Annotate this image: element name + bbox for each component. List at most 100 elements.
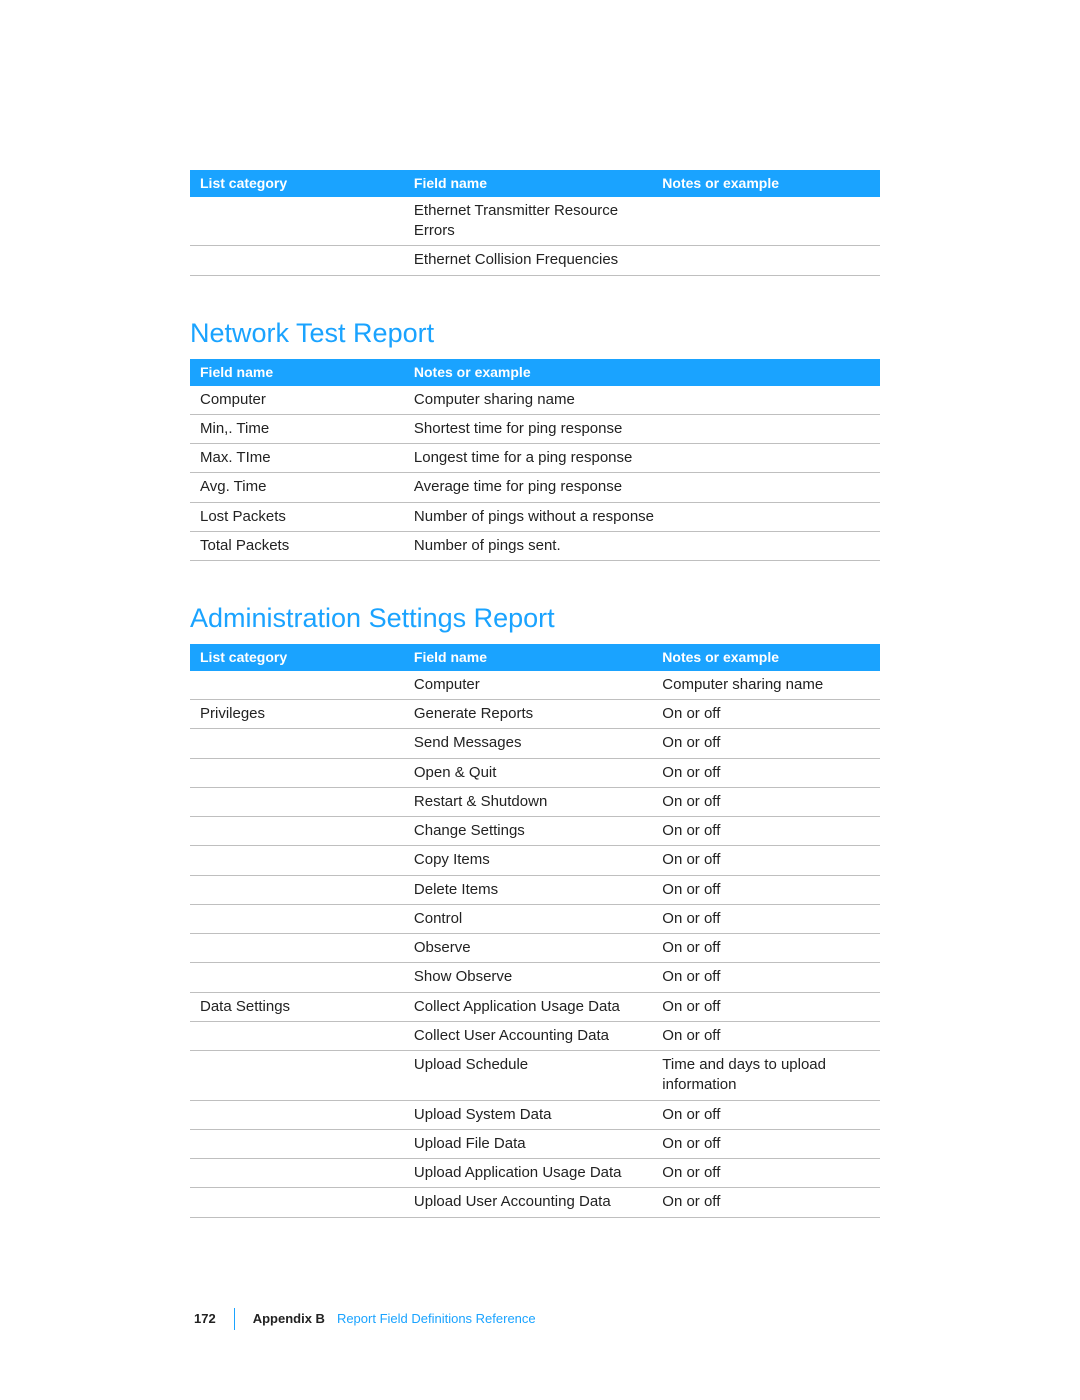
table-row: Ethernet Collision Frequencies <box>190 246 880 275</box>
table-header-row: List category Field name Notes or exampl… <box>190 170 880 197</box>
table-cell: Copy Items <box>404 846 652 875</box>
table-cell: Time and days to upload information <box>652 1051 880 1101</box>
col-field-name: Field name <box>404 644 652 671</box>
table-cell: Change Settings <box>404 817 652 846</box>
table-header-row: Field name Notes or example <box>190 359 880 386</box>
col-list-category: List category <box>190 644 404 671</box>
table-cell <box>190 787 404 816</box>
table-row: Avg. TimeAverage time for ping response <box>190 473 880 502</box>
table-cell <box>190 934 404 963</box>
table-cell: Ethernet Collision Frequencies <box>404 246 652 275</box>
table-cell: Number of pings sent. <box>404 531 880 560</box>
table-row: Copy ItemsOn or off <box>190 846 880 875</box>
table-cell <box>190 1159 404 1188</box>
table-row: Collect User Accounting DataOn or off <box>190 1021 880 1050</box>
appendix-title: Report Field Definitions Reference <box>337 1311 536 1326</box>
col-notes: Notes or example <box>652 170 880 197</box>
table-cell: On or off <box>652 700 880 729</box>
table-row: Max. TImeLongest time for a ping respons… <box>190 444 880 473</box>
table-cell: Longest time for a ping response <box>404 444 880 473</box>
table-cell: Total Packets <box>190 531 404 560</box>
table-cell: Open & Quit <box>404 758 652 787</box>
table-cell: On or off <box>652 934 880 963</box>
table-cell: Control <box>404 904 652 933</box>
table-row: Restart & ShutdownOn or off <box>190 787 880 816</box>
table-row: Data SettingsCollect Application Usage D… <box>190 992 880 1021</box>
heading-network-test-report: Network Test Report <box>190 318 880 349</box>
table-cell: Upload Schedule <box>404 1051 652 1101</box>
appendix-label: Appendix B <box>253 1311 325 1326</box>
table-cell <box>190 1051 404 1101</box>
col-field-name: Field name <box>190 359 404 386</box>
table-cell <box>190 817 404 846</box>
table-cell: Send Messages <box>404 729 652 758</box>
footer-divider <box>234 1308 235 1330</box>
table-row: Send MessagesOn or off <box>190 729 880 758</box>
table-cell <box>652 246 880 275</box>
table-row: ObserveOn or off <box>190 934 880 963</box>
table-row: Upload File DataOn or off <box>190 1129 880 1158</box>
table-cell: On or off <box>652 1021 880 1050</box>
table-cell: Shortest time for ping response <box>404 414 880 443</box>
page-number: 172 <box>194 1311 216 1326</box>
table-cell: On or off <box>652 1129 880 1158</box>
table-cell <box>190 246 404 275</box>
table-cell: Computer <box>404 671 652 700</box>
table-admin-settings: List category Field name Notes or exampl… <box>190 644 880 1218</box>
table-cell: On or off <box>652 787 880 816</box>
table-cell <box>190 1188 404 1217</box>
table-cell: Computer <box>190 386 404 415</box>
table-cell <box>190 671 404 700</box>
table-cell: On or off <box>652 875 880 904</box>
table-cell: Collect User Accounting Data <box>404 1021 652 1050</box>
table-cell: Data Settings <box>190 992 404 1021</box>
table-row: Change SettingsOn or off <box>190 817 880 846</box>
table-cell: On or off <box>652 904 880 933</box>
table-row: ComputerComputer sharing name <box>190 671 880 700</box>
table-header-row: List category Field name Notes or exampl… <box>190 644 880 671</box>
heading-admin-settings-report: Administration Settings Report <box>190 603 880 634</box>
table-row: Total PacketsNumber of pings sent. <box>190 531 880 560</box>
table-cell: On or off <box>652 1100 880 1129</box>
table-row: PrivilegesGenerate ReportsOn or off <box>190 700 880 729</box>
table-cell: Max. TIme <box>190 444 404 473</box>
table-cell <box>652 197 880 246</box>
table-row: Lost PacketsNumber of pings without a re… <box>190 502 880 531</box>
table-cell: Upload File Data <box>404 1129 652 1158</box>
table-cell <box>190 1100 404 1129</box>
table-cell <box>190 729 404 758</box>
table-row: Upload User Accounting DataOn or off <box>190 1188 880 1217</box>
table-cell <box>190 846 404 875</box>
col-list-category: List category <box>190 170 404 197</box>
table-row: Upload Application Usage DataOn or off <box>190 1159 880 1188</box>
col-field-name: Field name <box>404 170 652 197</box>
page-footer: 172 Appendix B Report Field Definitions … <box>190 1308 880 1330</box>
table-cell <box>190 1021 404 1050</box>
table-cell: On or off <box>652 963 880 992</box>
table-cell: On or off <box>652 817 880 846</box>
table-cell: Computer sharing name <box>652 671 880 700</box>
table-cell: Number of pings without a response <box>404 502 880 531</box>
table-cell: Delete Items <box>404 875 652 904</box>
table-cell: Min,. Time <box>190 414 404 443</box>
table-cell: Show Observe <box>404 963 652 992</box>
table-cell: Upload System Data <box>404 1100 652 1129</box>
table-cell <box>190 904 404 933</box>
table-row: Delete ItemsOn or off <box>190 875 880 904</box>
table-cell: Observe <box>404 934 652 963</box>
table-row: ComputerComputer sharing name <box>190 386 880 415</box>
table-cell: On or off <box>652 758 880 787</box>
document-page: List category Field name Notes or exampl… <box>0 0 1080 1400</box>
table-cell: Lost Packets <box>190 502 404 531</box>
table-cell <box>190 1129 404 1158</box>
table-cell: Privileges <box>190 700 404 729</box>
table-cell: Ethernet Transmitter Resource Errors <box>404 197 652 246</box>
table-row: Min,. TimeShortest time for ping respons… <box>190 414 880 443</box>
table-network-test: Field name Notes or example ComputerComp… <box>190 359 880 561</box>
table-row: Upload System DataOn or off <box>190 1100 880 1129</box>
table-row: ControlOn or off <box>190 904 880 933</box>
table-cell: Computer sharing name <box>404 386 880 415</box>
col-notes: Notes or example <box>404 359 880 386</box>
table-cell: On or off <box>652 1159 880 1188</box>
col-notes: Notes or example <box>652 644 880 671</box>
